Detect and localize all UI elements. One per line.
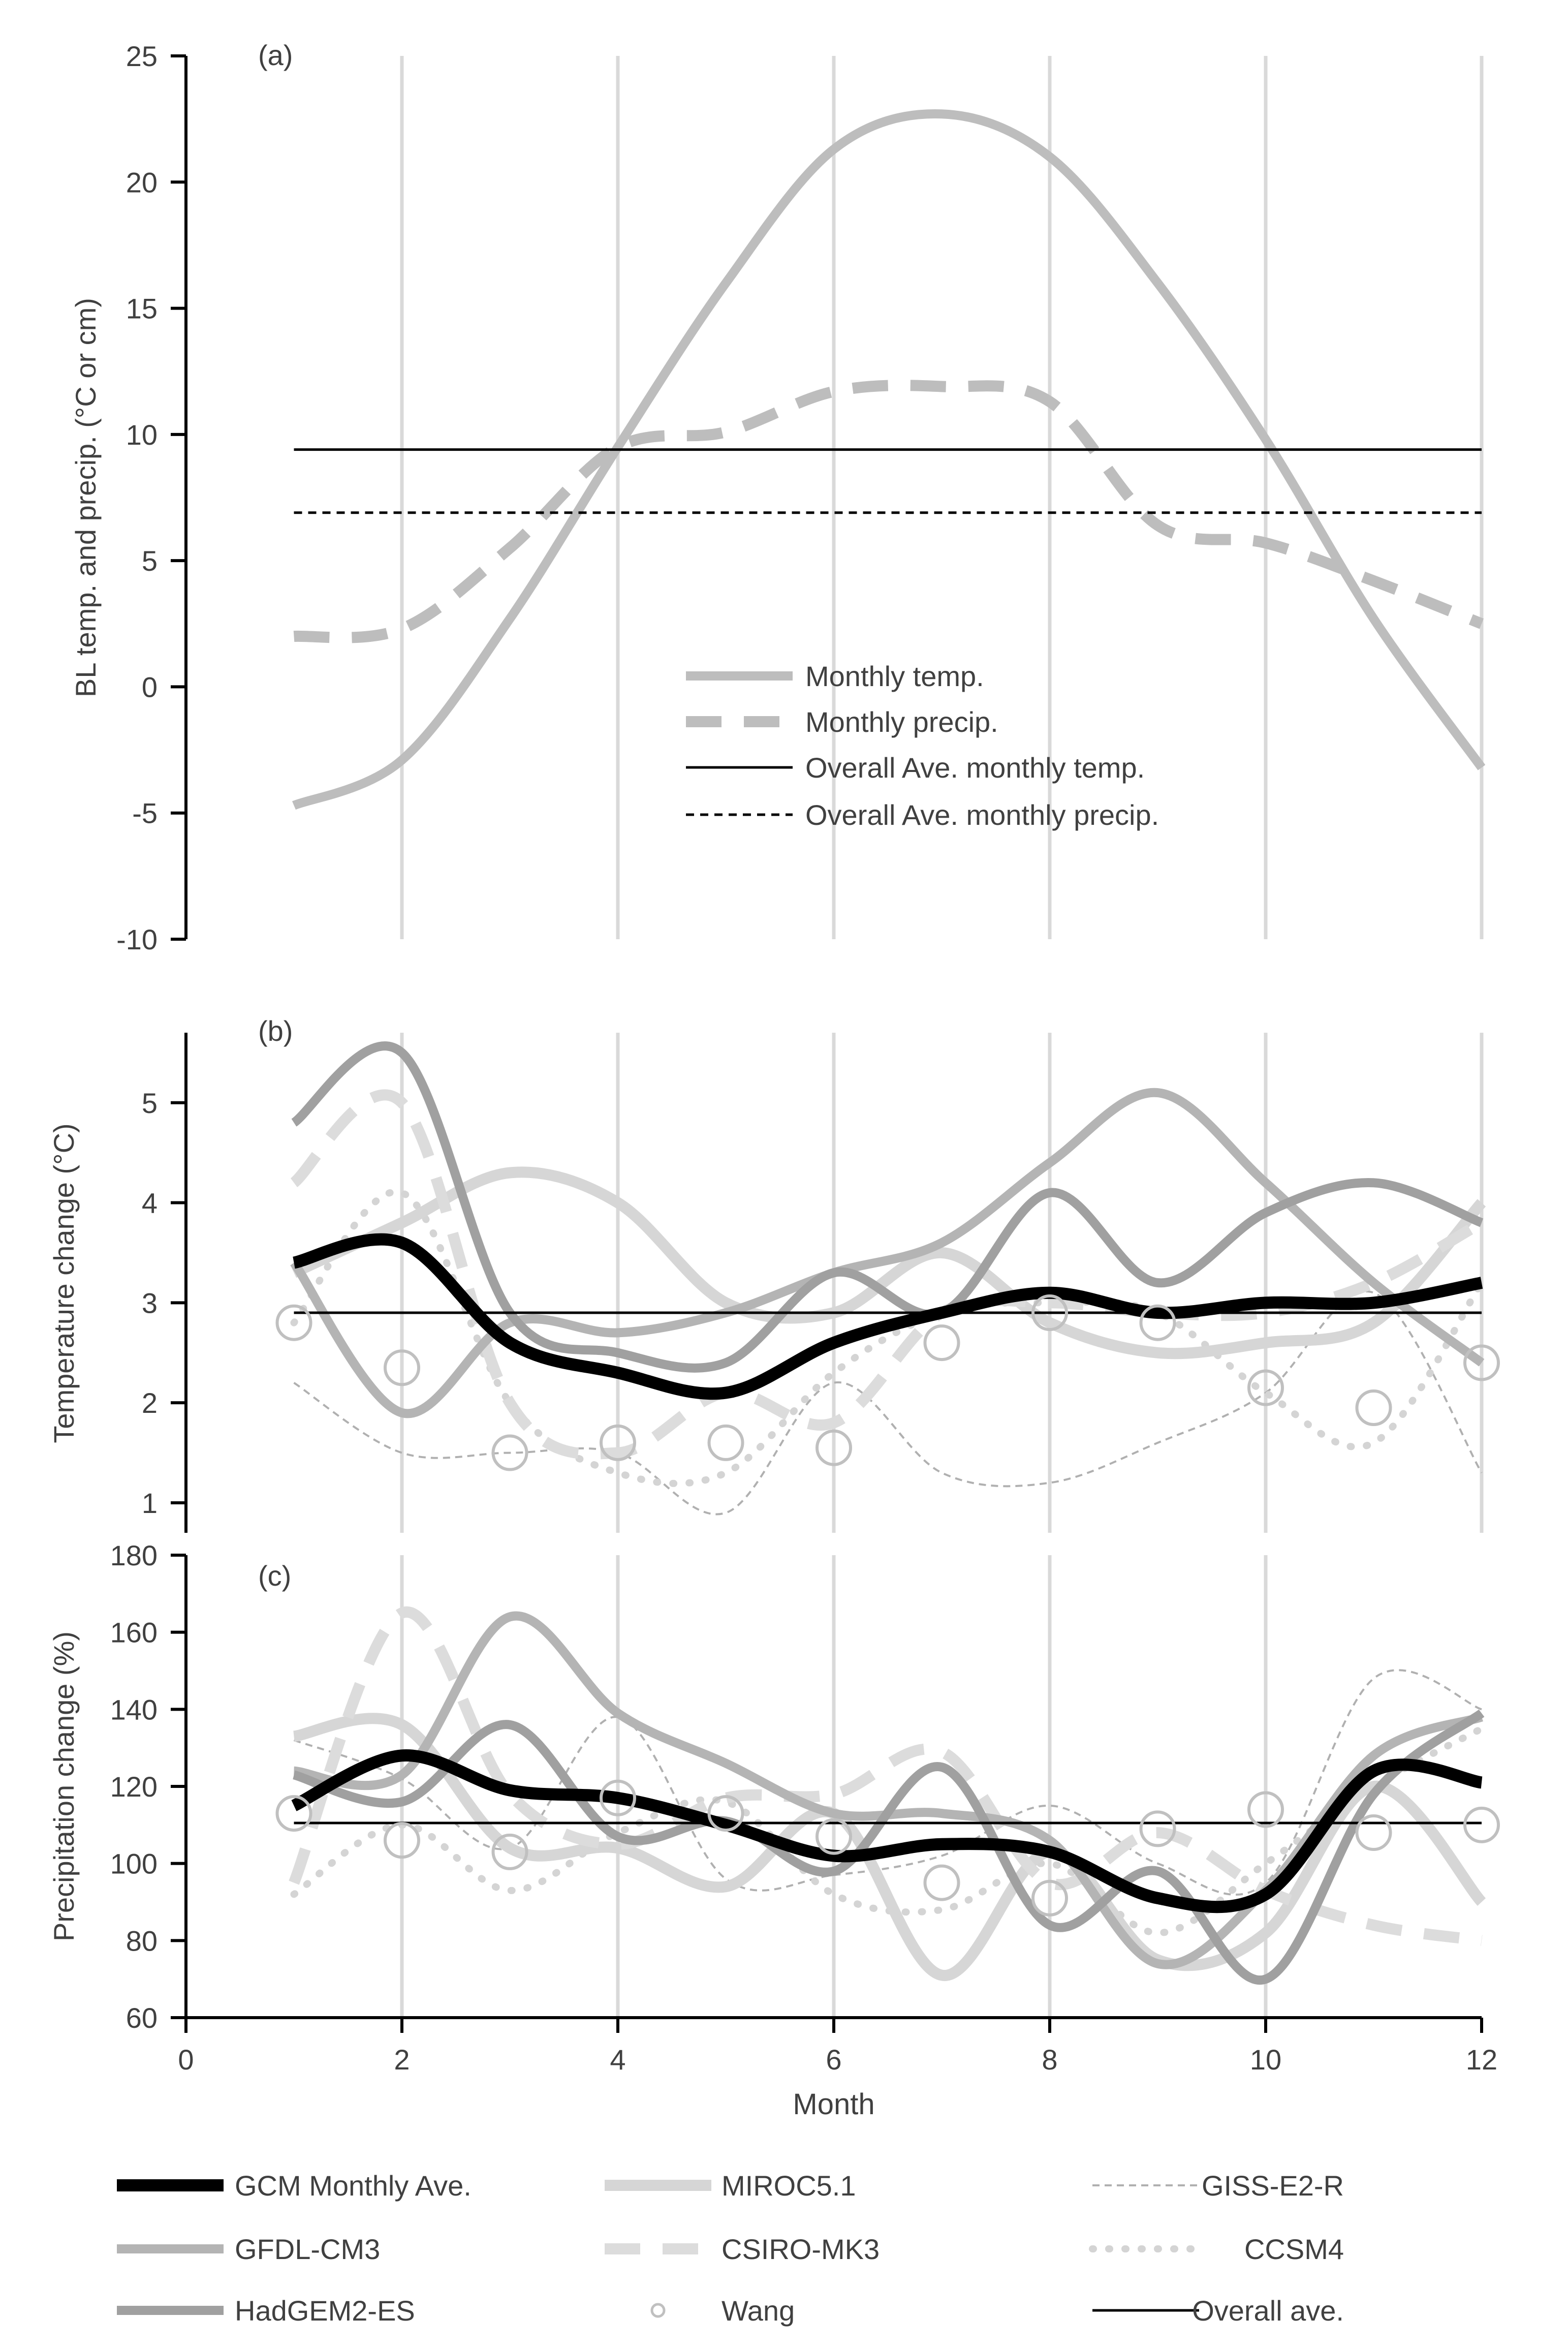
y-tick-label-b: 3 xyxy=(142,1287,158,1319)
y-tick-label-a: -10 xyxy=(116,923,158,955)
legend-label-giss: GISS-E2-R xyxy=(1202,2170,1344,2202)
wang-point-c xyxy=(1247,1791,1284,1828)
legend-a-label: Monthly precip. xyxy=(805,706,998,738)
wang-point-b xyxy=(816,1429,852,1466)
wang-point-c xyxy=(707,1795,744,1832)
y-tick-label-c: 100 xyxy=(110,1848,158,1880)
wang-point-b xyxy=(923,1324,960,1362)
wang-point-b xyxy=(1247,1369,1284,1406)
legend-label-csiro: CSIRO-MK3 xyxy=(722,2233,880,2265)
y-tick-label-c: 120 xyxy=(110,1771,158,1803)
y-tick-label-c: 80 xyxy=(126,1925,158,1957)
wang-point-b xyxy=(384,1349,420,1386)
y-tick-label-a: -5 xyxy=(132,797,158,829)
axes-layer xyxy=(171,54,1483,2033)
x-tick-label: 8 xyxy=(1042,2044,1057,2076)
wang-point-c xyxy=(384,1822,420,1859)
y-axis-label-a: BL temp. and precip. (°C or cm) xyxy=(70,298,102,697)
y-tick-label-a: 5 xyxy=(142,545,158,577)
panel-label-a: (a) xyxy=(258,39,293,71)
legend-label-gcm: GCM Monthly Ave. xyxy=(235,2170,472,2202)
series-hadgem-c xyxy=(293,1709,1485,1985)
y-tick-label-a: 20 xyxy=(126,166,158,198)
wang-point-c xyxy=(1031,1879,1068,1917)
x-axis-label: Month xyxy=(793,2088,874,2121)
legend-label-wang: Wang xyxy=(722,2295,795,2327)
series-hadgem-b xyxy=(291,1041,1484,1373)
series-layer xyxy=(275,109,1500,1985)
y-tick-label-b: 4 xyxy=(142,1187,158,1219)
legend-a-label: Monthly temp. xyxy=(805,660,984,692)
series-csiro-b xyxy=(290,1089,1485,1460)
wang-point-c xyxy=(600,1779,636,1816)
wang-point-c xyxy=(1139,1810,1176,1847)
grid-layer xyxy=(400,56,1484,2018)
y-axis-label-b: Temperature change (°C) xyxy=(48,1123,80,1443)
series-ccsm4-c xyxy=(290,1725,1485,1937)
x-tick-label: 12 xyxy=(1466,2044,1497,2076)
wang-point-b xyxy=(707,1424,744,1461)
wang-point-b xyxy=(600,1424,636,1461)
series-temp-a xyxy=(292,109,1486,810)
series-precip-a xyxy=(293,380,1484,643)
y-tick-label-a: 25 xyxy=(126,40,158,72)
legend-a-label: Overall Ave. monthly temp. xyxy=(805,752,1145,784)
y-tick-label-b: 1 xyxy=(142,1487,158,1519)
legend-label-hadgem: HadGEM2-ES xyxy=(235,2295,415,2327)
panel-label-b: (b) xyxy=(258,1015,293,1047)
wang-point-c xyxy=(1463,1806,1500,1843)
legend-label-gfdl: GFDL-CM3 xyxy=(235,2233,380,2265)
wang-point-c xyxy=(275,1795,312,1832)
wang-point-c xyxy=(1355,1814,1392,1851)
wang-point-c xyxy=(923,1864,960,1901)
wang-point-b xyxy=(1463,1344,1500,1381)
wang-point-c xyxy=(816,1818,852,1855)
x-tick-label: 0 xyxy=(178,2044,194,2076)
x-tick-label: 6 xyxy=(826,2044,841,2076)
wang-point-c xyxy=(491,1833,528,1870)
panel-label-c: (c) xyxy=(258,1560,291,1592)
x-tick-label: 4 xyxy=(610,2044,625,2076)
series-miroc-c xyxy=(293,1713,1486,1981)
y-tick-label-c: 60 xyxy=(126,2002,158,2034)
legend-a-label: Overall Ave. monthly precip. xyxy=(805,799,1159,831)
x-tick-label: 10 xyxy=(1250,2044,1281,2076)
x-tick-label: 2 xyxy=(394,2044,410,2076)
y-tick-label-a: 15 xyxy=(126,293,158,325)
y-tick-label-a: 10 xyxy=(126,419,158,451)
legend-label-overall: Overall ave. xyxy=(1192,2295,1344,2327)
wang-point-b xyxy=(275,1304,312,1341)
y-tick-label-c: 160 xyxy=(110,1617,158,1649)
legend-label-ccsm4: CCSM4 xyxy=(1244,2233,1344,2265)
legend-layer: Monthly temp. Monthly precip. Overall Ave.… xyxy=(117,660,1344,2327)
legend-label-miroc: MIROC5.1 xyxy=(722,2170,856,2202)
series-gcm-c xyxy=(291,1749,1483,1913)
series-csiro-c xyxy=(289,1606,1483,1946)
series-ccsm4-b xyxy=(290,1188,1485,1487)
y-tick-label-c: 180 xyxy=(110,1539,158,1571)
wang-point-b xyxy=(1031,1294,1068,1332)
wang-point-b xyxy=(1355,1389,1392,1426)
y-tick-label-b: 2 xyxy=(142,1387,158,1419)
wang-point-b xyxy=(1139,1304,1176,1341)
series-giss-b xyxy=(293,1290,1483,1516)
y-axis-label-c: Precipitation change (%) xyxy=(48,1631,80,1941)
series-miroc-b xyxy=(291,1166,1486,1359)
series-gcm-b xyxy=(292,1233,1483,1400)
series-gfdl-b xyxy=(290,1088,1485,1418)
y-tick-label-b: 5 xyxy=(142,1087,158,1119)
y-tick-label-c: 140 xyxy=(110,1693,158,1725)
y-tick-label-a: 0 xyxy=(142,671,158,703)
wang-point-b xyxy=(491,1434,528,1471)
legend-swatch-wang xyxy=(650,2303,666,2318)
